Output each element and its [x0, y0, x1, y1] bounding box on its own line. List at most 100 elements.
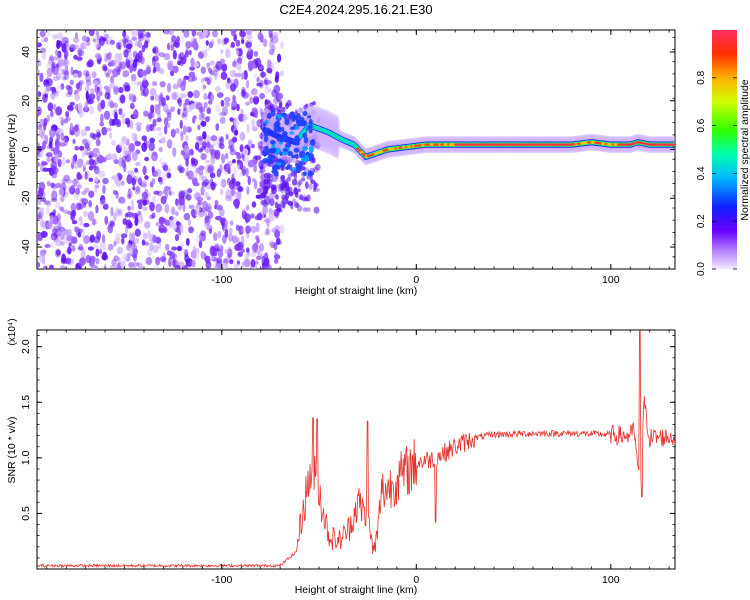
noise-blob — [88, 190, 95, 198]
onset-speckle — [264, 145, 269, 151]
x-tick-label: 0 — [413, 274, 419, 286]
noise-blob — [43, 122, 47, 131]
noise-blob — [202, 30, 208, 38]
noise-blob — [177, 108, 181, 116]
noise-blob — [254, 57, 262, 68]
noise-blob — [292, 198, 297, 204]
noise-blob — [203, 211, 208, 217]
noise-blob — [144, 31, 151, 38]
noise-blob — [311, 157, 316, 164]
noise-blob — [118, 157, 124, 167]
noise-blob — [83, 211, 88, 217]
noise-blob — [174, 234, 180, 242]
noise-blob — [233, 118, 239, 129]
noise-blob — [187, 77, 195, 83]
noise-blob — [181, 55, 187, 63]
noise-blob — [276, 237, 281, 245]
noise-blob — [131, 177, 136, 186]
noise-blob — [156, 117, 162, 123]
noise-blob — [78, 243, 84, 251]
noise-blob — [219, 111, 227, 117]
noise-blob — [78, 257, 85, 268]
noise-blob — [179, 119, 183, 129]
noise-blob — [254, 155, 262, 161]
noise-blob — [197, 124, 201, 131]
noise-blob — [135, 122, 143, 127]
noise-blob — [183, 30, 190, 38]
noise-blob — [59, 265, 67, 269]
noise-blob — [262, 38, 268, 48]
noise-blob — [249, 96, 254, 104]
noise-blob — [113, 240, 117, 247]
noise-blob — [136, 81, 143, 86]
noise-blob — [203, 220, 207, 228]
noise-blob — [268, 88, 272, 93]
noise-blob — [215, 204, 223, 211]
noise-blob — [86, 61, 93, 68]
noise-blob — [235, 39, 241, 47]
noise-blob — [85, 79, 92, 87]
noise-blob — [229, 83, 237, 92]
noise-blob — [74, 93, 81, 102]
y-tick-label: -40 — [20, 239, 32, 254]
noise-blob — [60, 195, 65, 203]
noise-blob — [251, 143, 255, 149]
noise-blob — [74, 124, 79, 132]
noise-blob — [50, 197, 58, 203]
noise-blob — [142, 167, 147, 174]
noise-blob — [239, 172, 243, 177]
noise-blob — [245, 41, 253, 48]
onset-speckle — [294, 125, 300, 130]
noise-blob — [185, 40, 192, 49]
noise-blob — [113, 175, 119, 185]
noise-blob — [102, 203, 109, 210]
noise-blob — [274, 225, 280, 231]
noise-blob — [130, 199, 134, 208]
noise-blob — [238, 225, 244, 235]
y-tick-label: 0.5 — [20, 506, 32, 521]
noise-blob — [219, 143, 225, 150]
noise-blob — [84, 126, 91, 132]
noise-blob — [89, 105, 95, 115]
noise-blob — [93, 165, 100, 175]
ridge-core — [356, 147, 360, 150]
noise-blob — [298, 179, 303, 186]
noise-blob — [313, 206, 320, 214]
noise-blob — [238, 30, 246, 38]
onset-speckle — [264, 119, 269, 125]
noise-blob — [123, 49, 129, 58]
noise-blob — [184, 258, 191, 264]
noise-blob — [190, 157, 196, 165]
noise-blob — [209, 60, 215, 66]
noise-blob — [216, 38, 222, 45]
noise-blob — [77, 231, 82, 238]
noise-blob — [63, 59, 68, 65]
noise-blob — [220, 71, 228, 80]
noise-blob — [105, 127, 112, 132]
noise-blob — [263, 178, 269, 185]
noise-blob — [62, 76, 67, 81]
noise-blob — [96, 93, 101, 103]
noise-blob — [167, 64, 175, 71]
noise-blob — [109, 81, 116, 89]
noise-blob — [144, 175, 149, 180]
onset-speckle — [274, 120, 281, 128]
noise-blob — [120, 260, 126, 269]
noise-blob — [292, 178, 298, 186]
noise-blob — [74, 187, 81, 195]
noise-blob — [54, 144, 60, 154]
noise-blob — [55, 106, 63, 116]
onset-speckle — [302, 132, 308, 139]
noise-blob — [107, 243, 114, 251]
noise-blob — [245, 204, 250, 211]
noise-blob — [70, 202, 77, 212]
noise-blob — [215, 104, 221, 112]
noise-blob — [145, 257, 153, 266]
noise-blob — [68, 242, 72, 247]
noise-blob — [264, 187, 268, 194]
noise-blob — [212, 251, 218, 257]
onset-speckle — [279, 151, 283, 156]
noise-blob — [273, 37, 278, 45]
noise-blob — [241, 227, 247, 234]
noise-blob — [134, 216, 139, 226]
